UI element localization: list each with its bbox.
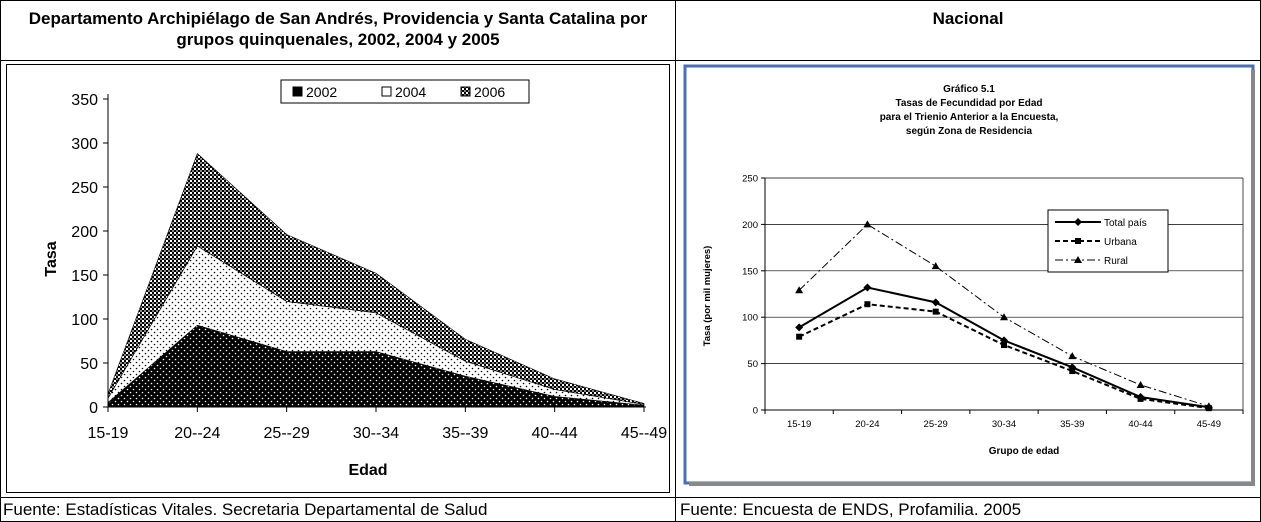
right-legend-label-0: Total país: [1104, 218, 1147, 229]
right-x-tick-label: 20-24: [855, 419, 879, 430]
right-x-tick-label: 25-29: [924, 419, 948, 430]
left-y-tick-label: 50: [80, 356, 98, 373]
right-chart-title-3: para el Trienio Anterior a la Encuesta,: [880, 112, 1059, 123]
left-x-tick-label: 40--44: [532, 425, 578, 442]
left-source: Fuente: Estadísticas Vitales. Secretaria…: [3, 500, 488, 519]
right-x-tick-label: 35-39: [1060, 419, 1084, 430]
left-x-axis-label: Edad: [348, 462, 387, 479]
left-legend-box: [280, 79, 530, 104]
right-legend-marker-2: [1074, 256, 1082, 263]
right-y-tick-label: 50: [747, 359, 758, 370]
right-series-point-0: [931, 298, 940, 307]
right-x-tick-label: 15-19: [787, 419, 811, 430]
right-series-point-1: [796, 333, 803, 340]
left-y-tick-label: 300: [71, 136, 98, 153]
right-y-tick-label: 0: [753, 406, 758, 417]
header-divider: [0, 60, 1261, 61]
right-header: Nacional: [932, 9, 1004, 28]
right-series-point-1: [932, 308, 939, 315]
left-x-tick-label: 25--29: [264, 425, 310, 442]
right-series-point-1: [1137, 395, 1144, 402]
right-x-tick-label: 45-49: [1197, 419, 1221, 430]
right-chart-shadow: [1251, 70, 1255, 485]
right-series-point-2: [795, 286, 804, 294]
left-legend-swatch-2002: [292, 86, 303, 97]
left-legend-swatch-2006: [460, 86, 471, 97]
right-chart: Gráfico 5.1 Tasas de Fecundidad por Edad…: [683, 64, 1255, 486]
left-y-tick-label: 150: [71, 268, 98, 285]
right-legend-label-1: Urbana: [1104, 237, 1137, 248]
left-legend-label-2004: 2004: [395, 84, 426, 100]
right-legend-marker-1: [1075, 238, 1081, 244]
right-series-point-2: [931, 262, 940, 270]
column-divider: [675, 0, 676, 522]
left-x-tick-label: 35--39: [442, 425, 488, 442]
right-x-tick-label: 40-44: [1128, 419, 1152, 430]
right-series-point-0: [795, 323, 804, 332]
left-legend: 2002 2004 2006: [280, 79, 530, 104]
left-x-tick-label: 20--24: [174, 425, 220, 442]
left-legend-label-2002: 2002: [306, 84, 337, 100]
right-x-tick-label: 30-34: [992, 419, 1016, 430]
right-series-point-2: [1068, 352, 1077, 360]
right-y-tick-label: 200: [742, 220, 758, 231]
right-chart-title-1: Gráfico 5.1: [943, 84, 995, 95]
left-x-tick-label: 45--49: [621, 425, 667, 442]
right-source: Fuente: Encuesta de ENDS, Profamilia. 20…: [680, 500, 1022, 519]
left-legend-swatch-2004: [381, 86, 392, 97]
left-y-tick-label: 350: [71, 92, 98, 109]
area-series-2006: [107, 153, 645, 405]
left-legend-label-2006: 2006: [474, 84, 505, 100]
right-series-point-2: [1000, 313, 1008, 321]
right-y-tick-label: 150: [742, 266, 758, 277]
left-y-tick-label: 250: [71, 180, 98, 197]
left-x-tick-label: 15-19: [88, 425, 129, 442]
left-header: Departamento Archipiélago de San Andrés,…: [28, 9, 648, 49]
footer-divider: [0, 497, 1261, 498]
right-series-point-2: [1136, 380, 1145, 388]
right-y-axis-label: Tasa (por mil mujeres): [702, 246, 713, 347]
right-series-point-1: [1069, 368, 1076, 375]
right-legend: Total país Urbana Rural: [1047, 209, 1169, 273]
right-series-point-1: [864, 301, 871, 308]
left-y-tick-label: 200: [71, 224, 98, 241]
right-y-tick-label: 250: [742, 174, 758, 185]
right-series-point-0: [863, 283, 872, 292]
right-y-tick-label: 100: [742, 313, 758, 324]
left-chart: 0 50 100 150 200 250 300 350 15-19 20--24 25--29 30…: [6, 64, 670, 493]
right-x-axis-label: Grupo de edad: [989, 446, 1060, 457]
right-series-point-2: [863, 220, 872, 228]
left-x-tick-label: 30--34: [353, 425, 399, 442]
right-legend-label-2: Rural: [1104, 256, 1128, 267]
right-chart-frame: [683, 64, 1255, 485]
right-chart-shadow-bottom: [689, 482, 1255, 486]
left-y-tick-label: 0: [89, 400, 98, 417]
right-series-point-2: [1204, 402, 1213, 410]
left-y-tick-label: 100: [71, 312, 98, 329]
left-y-axis-label: Tasa: [43, 241, 60, 276]
left-chart-frame: [6, 64, 670, 493]
right-legend-marker-0: [1074, 218, 1082, 226]
right-chart-title-2: Tasas de Fecundidad por Edad: [895, 98, 1042, 109]
right-chart-title-4: según Zona de Residencia: [906, 126, 1033, 137]
right-series-point-1: [1001, 342, 1007, 349]
